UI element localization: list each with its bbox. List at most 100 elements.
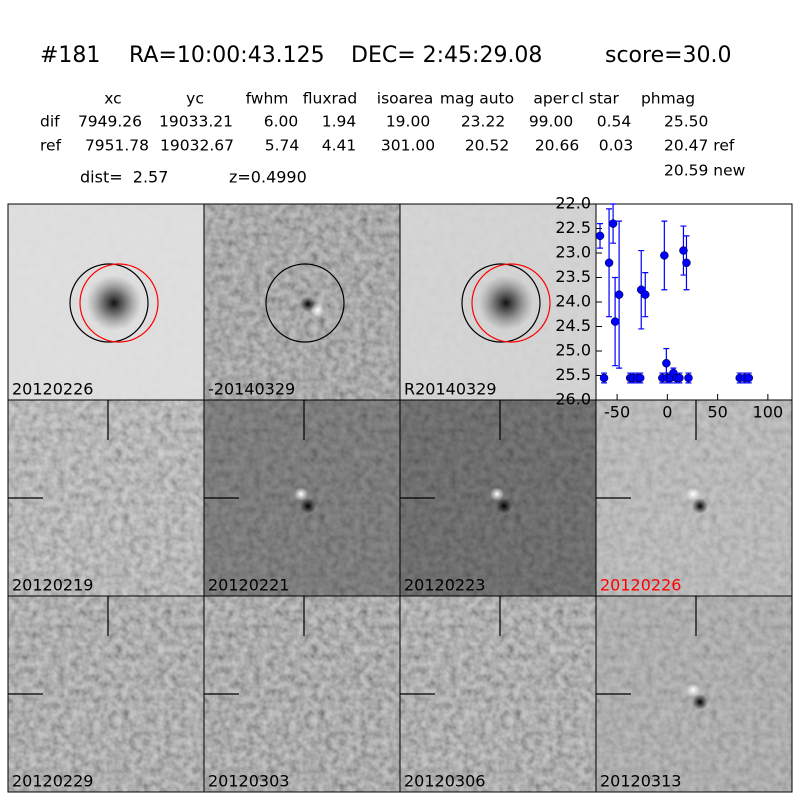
plot-area: [595, 203, 793, 401]
table-cell: 7951.78: [85, 137, 149, 155]
x-tick-label: 50: [707, 403, 727, 422]
table-cell: 20.66: [535, 137, 579, 155]
score: score=30.0: [605, 43, 732, 68]
table-cell: 4.41: [322, 137, 357, 155]
data-point: [614, 290, 624, 299]
phmag-new: 20.59 new: [664, 162, 746, 180]
image-panel: 20120306: [399, 595, 597, 793]
redshift: z=0.4990: [229, 168, 307, 187]
panel-label: 20120306: [404, 772, 485, 791]
image-panel: 20120223: [399, 399, 597, 597]
y-tick-label: 23.0: [555, 243, 591, 262]
candidate-id: #181: [40, 43, 100, 68]
y-tick-label: 25.0: [555, 341, 591, 360]
data-point: [641, 290, 650, 299]
row-label: dif: [40, 113, 60, 131]
table-cell: 20.47 ref: [664, 137, 735, 155]
data-point: [599, 373, 609, 383]
aperture: [461, 263, 541, 343]
table-cell: 0.03: [599, 137, 634, 155]
image-panel: -20140329: [203, 203, 401, 401]
data-point: [675, 373, 684, 383]
residual-dark: [692, 498, 708, 514]
image-panel: 20120229: [7, 595, 205, 793]
residual-dark: [496, 498, 512, 514]
ra: RA=10:00:43.125: [129, 43, 325, 68]
source: [478, 275, 534, 331]
data-point: [744, 373, 754, 383]
panel-label: 20120219: [12, 576, 93, 595]
y-tick-label: 24.0: [555, 292, 591, 311]
panel-label: 20120226: [12, 380, 93, 399]
column-header: aper: [533, 90, 569, 108]
panels: 20120226 -20140329 R20140329 20120219 201202…: [7, 203, 793, 793]
image-panel: 20120221: [203, 399, 401, 597]
image-panel: 20120226: [595, 399, 793, 597]
image-panel: 20120226: [7, 203, 205, 401]
y-tick-label: 22.0: [555, 194, 591, 213]
source: [86, 275, 142, 331]
table-cell: 99.00: [529, 113, 573, 131]
aperture: [69, 263, 149, 343]
panel-label: 20120226: [600, 576, 681, 595]
aperture-ref: [79, 263, 159, 343]
y-tick-label: 25.5: [555, 365, 591, 384]
table-cell: 23.22: [461, 113, 505, 131]
panel-frame: [595, 595, 793, 793]
aperture-ref: [471, 263, 551, 343]
panel-label: 20120221: [208, 576, 289, 595]
residual-light: [490, 487, 504, 501]
data-point: [660, 251, 669, 260]
residual-light: [311, 303, 325, 317]
header: #181 RA=10:00:43.125 DEC= 2:45:29.08 sco…: [40, 43, 746, 187]
panel-label: R20140329: [404, 380, 497, 399]
image-panel: R20140329: [399, 203, 597, 401]
table-cell: 7949.26: [78, 113, 142, 131]
column-header: fwhm: [246, 90, 289, 108]
panel-label: -20140329: [208, 380, 295, 399]
y-tick-label: 23.5: [555, 267, 591, 286]
residual-light: [294, 487, 308, 501]
data-point: [595, 231, 605, 241]
panel-label: 20120303: [208, 772, 289, 791]
residual-light: [686, 683, 700, 697]
data-point: [682, 258, 691, 268]
x-tick-label: 100: [753, 403, 784, 422]
panel-label: 20120223: [404, 576, 485, 595]
table-cell: 19033.21: [159, 113, 233, 131]
data-point: [684, 373, 693, 383]
data-point: [635, 373, 645, 383]
y-tick-label: 22.5: [555, 218, 591, 237]
data-point: [610, 317, 620, 326]
x-tick-label: 0: [662, 403, 672, 422]
residual-dark: [300, 498, 316, 514]
row-label: ref: [40, 137, 62, 155]
column-header: cl star: [571, 90, 619, 108]
table-cell: 25.50: [664, 113, 708, 131]
column-header: fluxrad: [303, 90, 357, 108]
light-curve: 22.0 22.5 23.0 23.5 24.0 24.5 25.0 25.5 26.0 -50 0…: [555, 194, 793, 422]
column-header: yc: [186, 90, 204, 108]
residual-dark: [692, 694, 708, 710]
image-panel: 20120313: [595, 595, 793, 793]
image-panel: 20120219: [7, 399, 205, 597]
image-panel: 20120303: [203, 595, 401, 793]
table-cell: 19.00: [386, 113, 430, 131]
table-cell: 1.94: [322, 113, 357, 131]
table-cell: 20.52: [465, 137, 509, 155]
column-header: isoarea: [377, 90, 433, 108]
data-point: [662, 359, 671, 368]
data-point: [608, 219, 618, 228]
dist: dist= 2.57: [80, 168, 168, 187]
table-cell: 19032.67: [160, 137, 234, 155]
x-tick-label: -50: [604, 403, 630, 422]
data-point: [604, 258, 614, 268]
y-tick-label: 24.5: [555, 316, 591, 335]
column-header: xc: [104, 90, 121, 108]
residual-light: [686, 487, 700, 501]
column-header: phmag: [641, 90, 695, 108]
table-cell: 0.54: [597, 113, 632, 131]
column-header: mag auto: [440, 90, 514, 108]
